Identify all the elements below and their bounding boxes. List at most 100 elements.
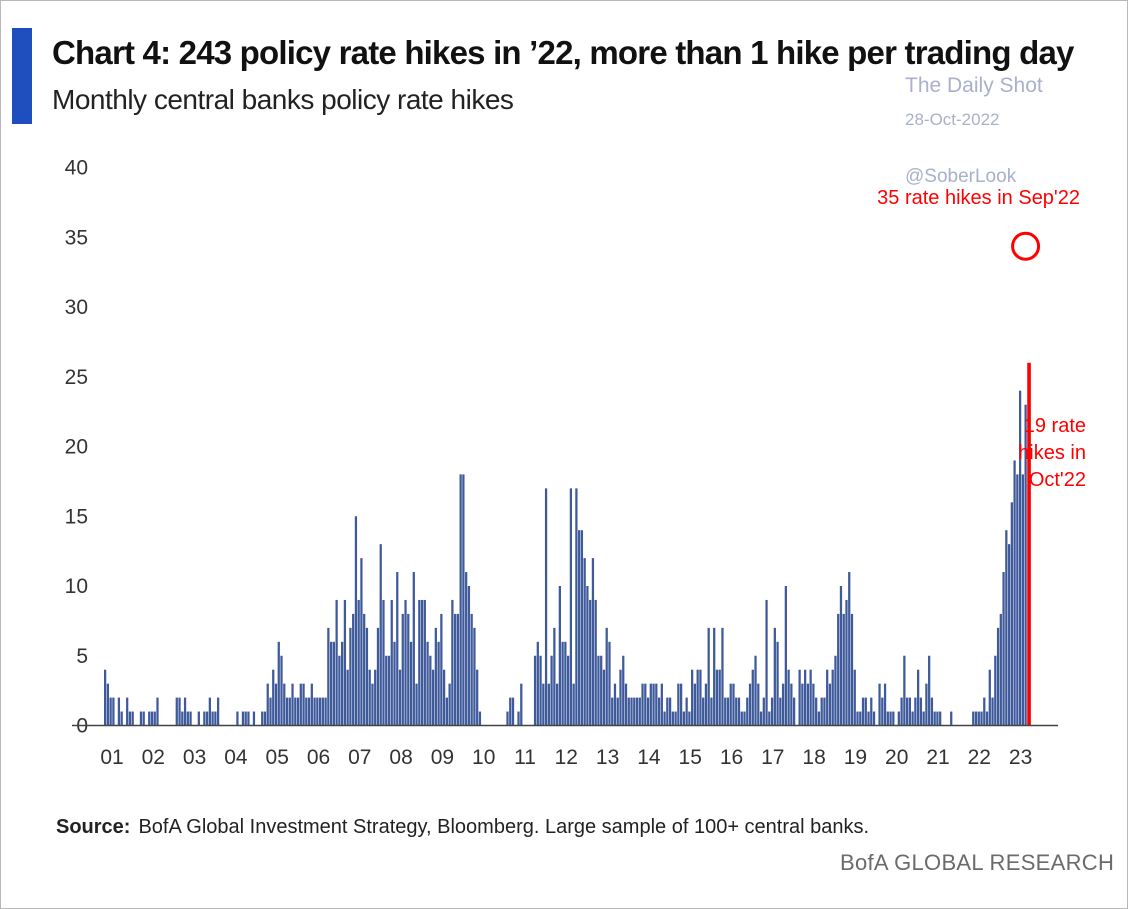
bar [831, 669, 834, 726]
bar [418, 599, 421, 726]
bar [142, 711, 145, 726]
bar [721, 627, 724, 726]
bar [872, 711, 876, 726]
bar [197, 711, 200, 726]
bar [834, 655, 837, 726]
bar [801, 683, 804, 726]
bar [569, 488, 573, 726]
bar [602, 669, 606, 726]
bar [294, 697, 297, 726]
bar [892, 711, 895, 726]
bar [318, 697, 322, 726]
bar [710, 697, 713, 726]
bar [657, 697, 661, 726]
watermark-handle: @SoberLook [905, 166, 1017, 187]
bar [1013, 460, 1016, 726]
bar [928, 655, 931, 726]
bar [781, 683, 785, 726]
bar [1024, 404, 1027, 726]
bar [624, 683, 628, 726]
bar [128, 711, 132, 726]
bar [646, 697, 650, 726]
bar [939, 711, 942, 726]
bar [310, 683, 313, 726]
bar [109, 697, 112, 726]
bar [442, 669, 446, 726]
bar [638, 697, 641, 726]
bar [544, 488, 548, 726]
y-tick-label: 15 [65, 505, 88, 528]
bar [382, 599, 385, 726]
bar [773, 627, 776, 726]
bar [285, 697, 289, 726]
bar [917, 669, 920, 726]
bar [804, 669, 807, 726]
bar [867, 711, 870, 726]
x-tick-label: 09 [431, 746, 454, 769]
x-tick-label: 12 [555, 746, 578, 769]
bar [586, 586, 589, 726]
bar [1002, 572, 1005, 726]
bar [996, 627, 1000, 726]
bar [994, 655, 997, 726]
bar [478, 711, 482, 726]
bar [139, 711, 143, 726]
bar [476, 669, 479, 726]
bar [205, 711, 209, 726]
bar [186, 711, 189, 726]
bar [390, 599, 393, 726]
bar [343, 599, 347, 726]
bar [374, 669, 377, 726]
bar [974, 711, 978, 726]
bar [263, 711, 267, 726]
bar [454, 613, 457, 726]
bar [644, 683, 647, 726]
bar [274, 683, 278, 726]
bar [726, 697, 730, 726]
bar [787, 669, 790, 726]
bar [633, 697, 636, 726]
bar [547, 683, 550, 726]
annotation-oct-22-line: hikes in [1018, 442, 1086, 464]
bar [679, 683, 683, 726]
bar [533, 655, 537, 726]
highlight-circle [1011, 231, 1041, 261]
bar [707, 627, 710, 726]
bar [897, 711, 900, 726]
bar [156, 697, 159, 726]
source-label: Source: [56, 816, 131, 838]
bar [346, 669, 349, 726]
x-tick-label: 08 [389, 746, 412, 769]
bar [470, 613, 473, 726]
bar [718, 669, 721, 726]
y-tick-label: 5 [76, 645, 88, 668]
bar [770, 697, 774, 726]
bar [988, 669, 991, 726]
bar [919, 697, 923, 726]
bar [765, 599, 768, 726]
bar [1007, 544, 1011, 726]
bar [313, 697, 316, 726]
bar [357, 599, 360, 726]
bar [815, 697, 818, 726]
bar [214, 711, 217, 726]
bar [853, 669, 856, 726]
bar [1021, 474, 1024, 726]
bar [181, 711, 184, 726]
bar [299, 683, 302, 726]
bar [740, 711, 743, 726]
bar [506, 711, 509, 726]
bar [611, 697, 614, 726]
bar [908, 697, 911, 726]
bar [106, 683, 110, 726]
bar [104, 669, 107, 726]
bar [338, 655, 341, 726]
bar [735, 697, 738, 726]
bar [1018, 390, 1022, 726]
watermark-publication: The Daily Shot [905, 74, 1043, 97]
bar [178, 697, 181, 726]
bar [616, 697, 619, 726]
bar [837, 613, 840, 726]
bar [930, 697, 934, 726]
bar [120, 711, 123, 726]
